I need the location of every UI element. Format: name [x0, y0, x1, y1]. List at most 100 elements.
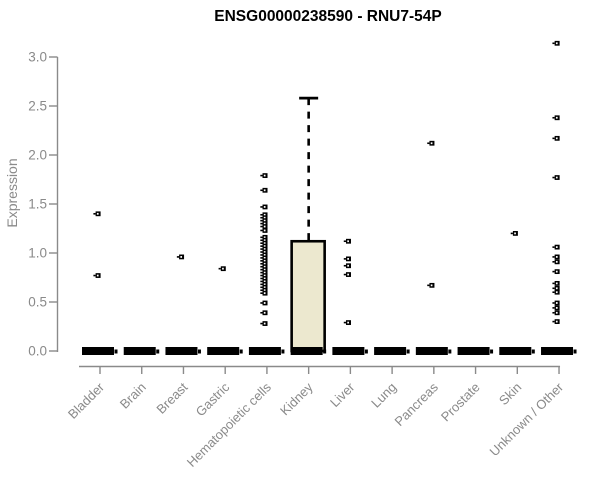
point-center	[263, 289, 266, 292]
point-center	[263, 277, 266, 280]
category-brain	[123, 347, 160, 355]
data-point	[260, 221, 268, 226]
y-tick-label: 0.0	[28, 344, 47, 359]
plot-content	[82, 40, 577, 355]
data-point	[552, 269, 560, 275]
point-center	[263, 257, 266, 259]
point-center	[555, 320, 558, 323]
point-dash	[552, 176, 555, 179]
point-dash	[218, 267, 221, 270]
point-center	[555, 287, 558, 290]
point-center	[263, 239, 266, 242]
point-center	[263, 322, 266, 325]
data-point	[260, 252, 268, 258]
data-point	[552, 259, 560, 265]
point-center	[263, 251, 266, 253]
data-point	[176, 254, 185, 260]
point-dash	[260, 302, 263, 304]
data-point	[260, 173, 268, 178]
y-tick-label: 3.0	[28, 50, 47, 65]
point-dash	[93, 274, 96, 277]
data-point	[260, 204, 268, 210]
collapsed-box-nub	[281, 349, 285, 354]
x-tick-label-skin: Skin	[496, 380, 524, 408]
point-dash	[260, 254, 263, 256]
point-center	[263, 242, 266, 245]
collapsed-box-nub	[239, 349, 243, 354]
y-tick-label: 0.5	[28, 295, 47, 310]
point-dash	[427, 284, 430, 287]
point-center	[263, 248, 266, 250]
category-lung	[374, 347, 410, 355]
point-center	[263, 254, 266, 256]
point-dash	[260, 265, 263, 268]
data-point	[260, 276, 268, 281]
collapsed-box-nub	[114, 349, 118, 354]
point-dash	[260, 251, 263, 253]
category-gastric	[207, 266, 243, 355]
point-center	[180, 256, 183, 258]
data-point	[552, 254, 560, 260]
point-dash	[552, 42, 555, 45]
point-center	[263, 229, 266, 232]
point-dash	[552, 302, 555, 304]
data-point	[260, 290, 268, 296]
data-point	[260, 261, 268, 267]
point-dash	[260, 280, 263, 283]
point-center	[263, 225, 266, 228]
point-dash	[260, 257, 263, 259]
point-center	[263, 274, 266, 277]
point-center	[263, 219, 266, 222]
data-point	[260, 267, 268, 273]
data-point	[260, 218, 268, 224]
point-dash	[260, 222, 263, 225]
point-dash	[343, 264, 346, 267]
point-center	[555, 291, 558, 294]
point-center	[555, 42, 558, 45]
x-tick-label-gastric: Gastric	[193, 379, 233, 419]
point-dash	[260, 229, 263, 232]
data-point	[343, 320, 351, 325]
data-point	[552, 319, 560, 324]
point-center	[555, 311, 558, 314]
collapsed-box-nub	[573, 349, 577, 354]
collapsed-box-at-zero	[123, 347, 156, 355]
category-skin	[499, 231, 535, 355]
point-center	[347, 321, 349, 324]
point-center	[347, 273, 349, 276]
point-center	[555, 306, 558, 309]
point-center	[263, 213, 266, 216]
x-tick-label-prostate: Prostate	[438, 380, 483, 425]
y-tick-label: 1.5	[28, 197, 47, 212]
point-center	[263, 283, 266, 286]
point-center	[263, 236, 266, 239]
data-point	[552, 40, 560, 46]
data-point	[552, 175, 560, 180]
collapsed-box-at-zero	[374, 347, 407, 355]
point-center	[96, 212, 99, 215]
point-dash	[260, 292, 263, 294]
collapsed-box-at-zero	[541, 347, 574, 355]
point-center	[263, 222, 266, 225]
point-dash	[552, 282, 555, 285]
point-center	[263, 286, 266, 289]
point-center	[555, 270, 558, 273]
point-dash	[552, 261, 555, 263]
category-pancreas	[415, 140, 452, 355]
point-center	[263, 216, 266, 219]
x-tick-label-kidney: Kidney	[277, 379, 316, 418]
point-center	[347, 257, 349, 260]
point-dash	[552, 311, 555, 314]
data-point	[343, 263, 351, 269]
point-center	[263, 302, 266, 304]
data-point	[260, 284, 268, 290]
collapsed-box-at-zero	[332, 347, 365, 355]
point-dash	[260, 219, 263, 222]
point-center	[263, 268, 266, 271]
data-point	[427, 140, 435, 146]
point-center	[263, 262, 266, 265]
category-liver	[332, 238, 368, 355]
x-tick-label-unknown-other: Unknown / Other	[487, 379, 567, 459]
point-dash	[260, 225, 263, 228]
